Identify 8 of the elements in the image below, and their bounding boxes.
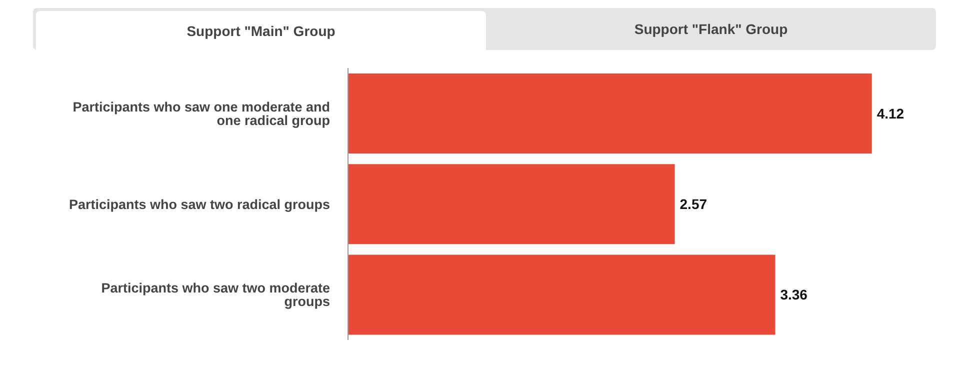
text: Support "Flank" Group	[633, 20, 789, 39]
data-label: 2.57	[680, 196, 708, 212]
data-label: 4.12	[876, 105, 904, 122]
text: Support "Main" Group	[36, 11, 486, 50]
y-tick-label: Participants who saw two moderate groups	[101, 280, 330, 310]
y-tick-label: Participants who saw two radical groups	[68, 196, 330, 212]
data-label: 3.36	[780, 286, 808, 303]
y-tick-label: Participants who saw one moderate and one radical group	[72, 99, 330, 128]
